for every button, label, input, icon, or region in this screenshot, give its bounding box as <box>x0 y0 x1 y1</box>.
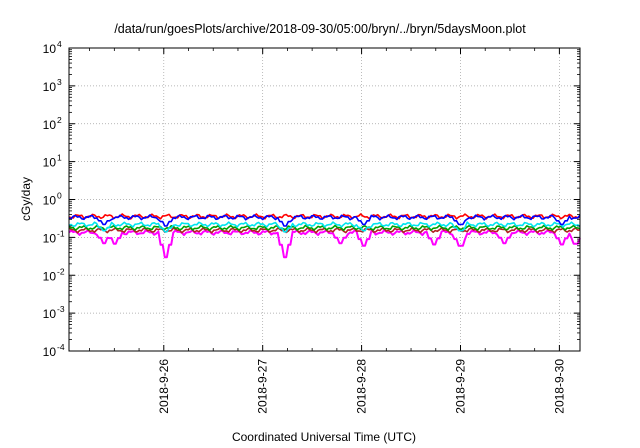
y-tick-label: 10 -1 <box>43 228 65 245</box>
series-layer <box>68 213 581 259</box>
grid-lines <box>69 48 580 351</box>
y-tick-base: 10 <box>43 345 57 359</box>
y-tick-label: 10 -3 <box>43 304 65 321</box>
series-line <box>68 214 581 227</box>
y-tick-label: 10 -4 <box>43 342 65 359</box>
x-tick-label: 2018-9-28 <box>355 359 369 414</box>
y-tick-exponent: 4 <box>57 39 62 49</box>
y-tick-base: 10 <box>43 231 57 245</box>
y-tick-exponent: 2 <box>57 115 62 125</box>
y-tick-exponent: -3 <box>57 304 65 314</box>
x-tick-label: 2018-9-26 <box>157 359 171 414</box>
y-tick-exponent: -4 <box>57 342 65 352</box>
y-tick-exponent: 0 <box>57 191 62 201</box>
tick-marks <box>69 47 580 352</box>
y-tick-base: 10 <box>43 156 57 170</box>
x-tick-label: 2018-9-30 <box>552 359 566 414</box>
y-tick-label: 10 0 <box>43 191 62 208</box>
y-tick-label: 10 -2 <box>43 266 65 283</box>
x-axis-label: Coordinated Universal Time (UTC) <box>232 430 416 444</box>
y-tick-exponent: -1 <box>57 228 65 238</box>
y-tick-base: 10 <box>43 118 57 132</box>
y-tick-exponent: -2 <box>57 266 65 276</box>
y-axis-label: cGy/day <box>19 177 33 221</box>
x-tick-label: 2018-9-29 <box>453 359 467 414</box>
series-line <box>68 221 581 233</box>
y-tick-exponent: 1 <box>57 153 62 163</box>
x-tick-labels: 2018-9-26 2018-9-27 2018-9-28 2018-9-29 2018… <box>157 359 567 414</box>
y-tick-base: 10 <box>43 307 57 321</box>
series-line <box>68 224 581 232</box>
y-tick-base: 10 <box>43 42 57 56</box>
y-tick-base: 10 <box>43 80 57 94</box>
y-tick-label: 10 2 <box>43 115 62 132</box>
y-tick-base: 10 <box>43 194 57 208</box>
y-tick-label: 10 3 <box>43 77 62 94</box>
chart-title: /data/run/goesPlots/archive/2018-09-30/0… <box>114 22 526 36</box>
y-tick-label: 10 1 <box>43 153 62 170</box>
y-tick-base: 10 <box>43 269 57 283</box>
y-tick-exponent: 3 <box>57 77 62 87</box>
x-tick-label: 2018-9-27 <box>256 359 270 414</box>
y-tick-label: 10 4 <box>43 39 62 56</box>
series-line <box>68 229 581 259</box>
